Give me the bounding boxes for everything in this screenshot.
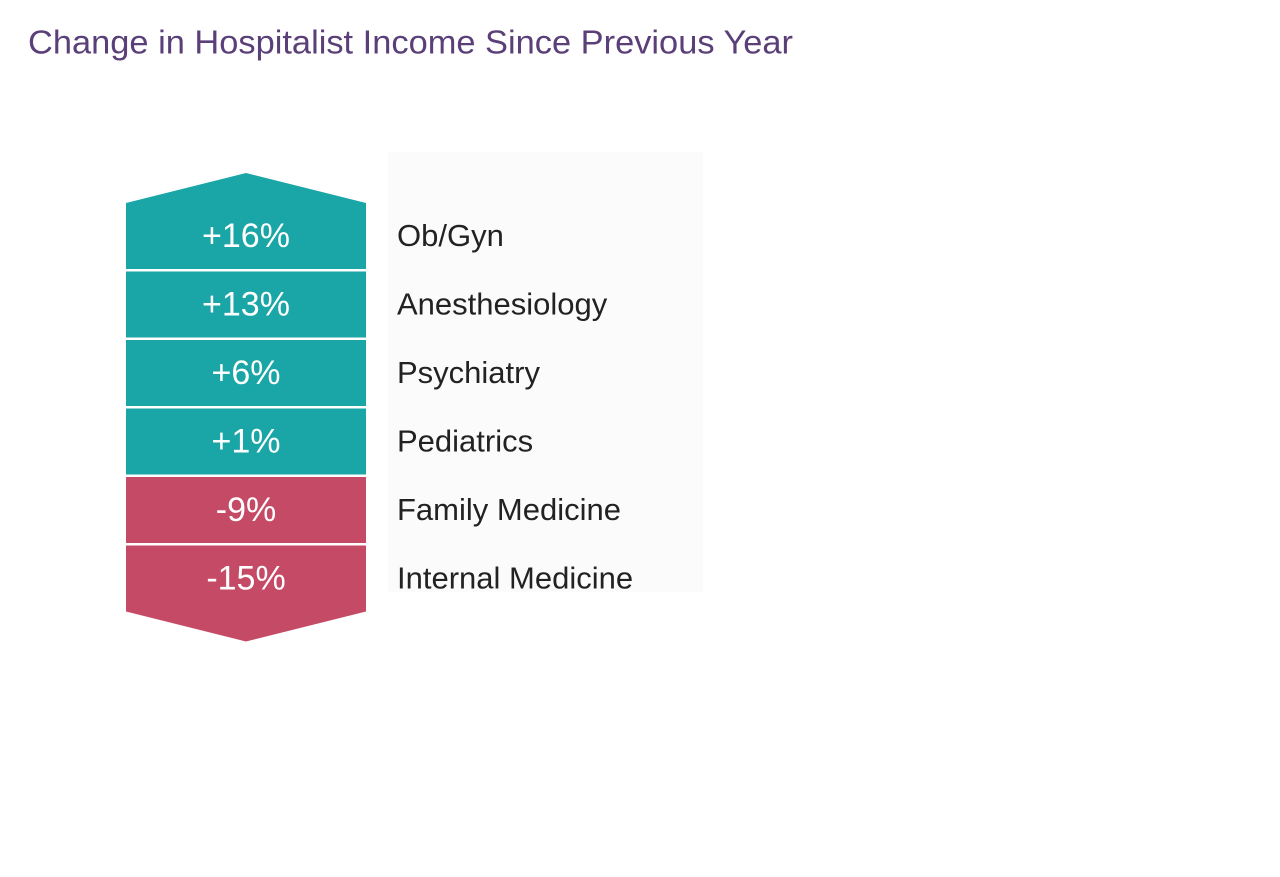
change-block: [126, 271, 366, 338]
category-label: Anesthesiology: [397, 287, 608, 322]
label-panel: [388, 152, 703, 592]
value-label: +6%: [212, 354, 281, 392]
value-label: -9%: [216, 491, 276, 529]
value-label: +16%: [202, 217, 290, 255]
category-label: Family Medicine: [397, 492, 621, 527]
change-block: [126, 408, 366, 475]
category-label: Pediatrics: [397, 424, 533, 459]
chart-title: Change in Hospitalist Income Since Previ…: [28, 24, 793, 61]
category-label: Psychiatry: [397, 355, 540, 390]
change-block: [126, 340, 366, 406]
value-label: +1%: [212, 422, 281, 460]
value-label: +13%: [202, 285, 290, 323]
change-block: [126, 173, 366, 269]
change-block: [126, 545, 366, 642]
category-label: Ob/Gyn: [397, 218, 504, 253]
change-block: [126, 477, 366, 543]
category-label: Internal Medicine: [397, 561, 633, 596]
value-label: -15%: [206, 559, 285, 597]
